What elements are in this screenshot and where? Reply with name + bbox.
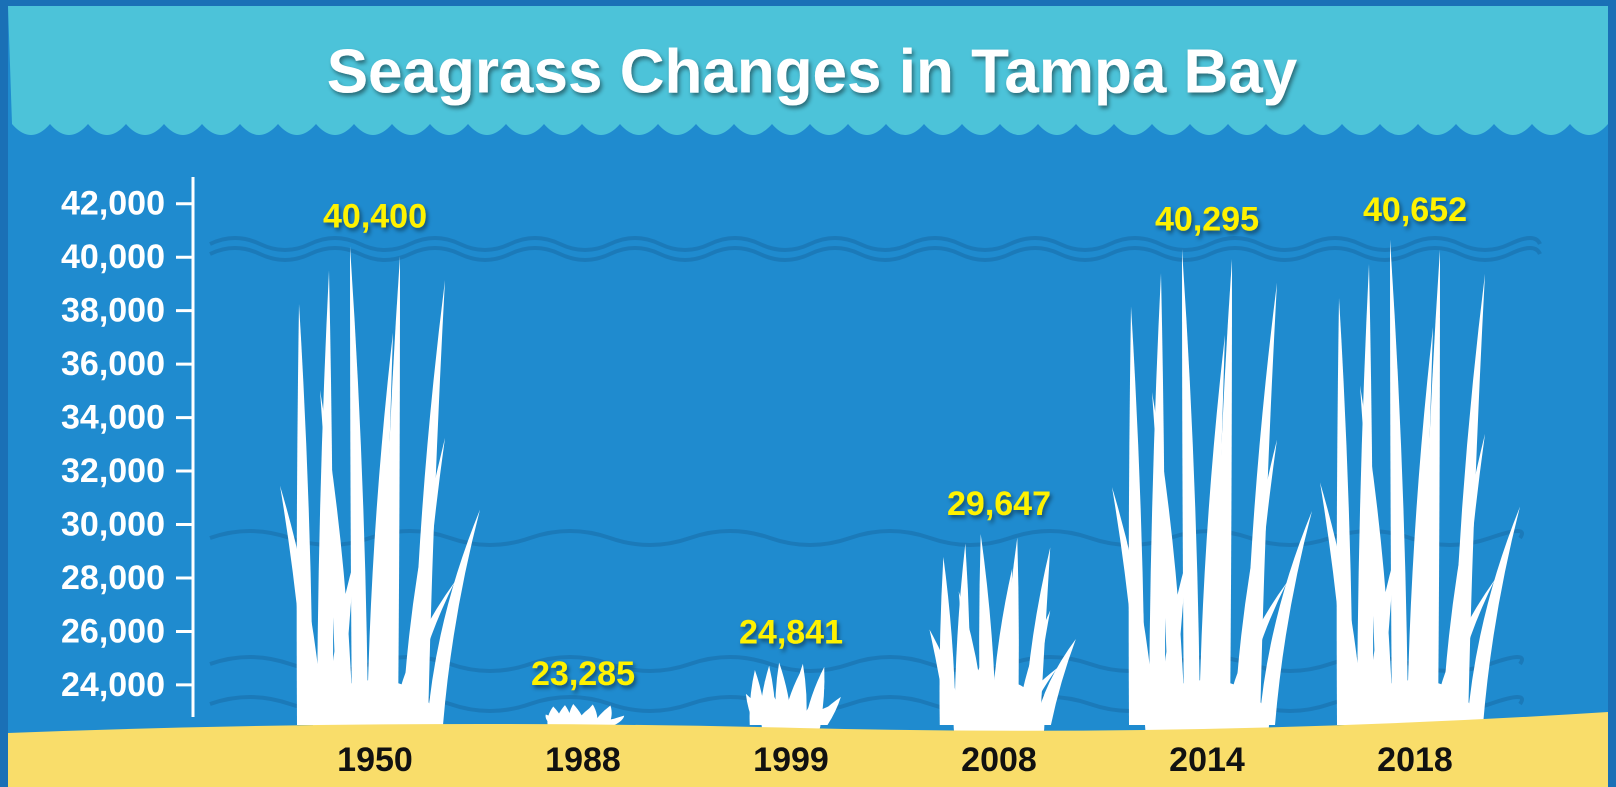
y-tick-label: 34,000 [61, 399, 165, 437]
value-label: 40,295 [1155, 200, 1259, 238]
value-label: 24,841 [739, 613, 843, 651]
y-tick-label: 36,000 [61, 345, 165, 383]
y-tick-label: 40,000 [61, 238, 165, 276]
x-tick-label: 1988 [545, 741, 621, 779]
value-label: 23,285 [531, 655, 635, 693]
value-label: 40,652 [1363, 191, 1467, 229]
value-label: 40,400 [323, 197, 427, 235]
y-tick-label: 42,000 [61, 185, 165, 223]
y-tick-label: 24,000 [61, 666, 165, 704]
value-label: 29,647 [947, 485, 1051, 523]
chart: Seagrass Changes in Tampa Bay 24,000 26,0… [0, 0, 1616, 787]
x-tick-label: 2008 [961, 741, 1037, 779]
x-tick-label: 1950 [337, 741, 413, 779]
y-tick-label: 28,000 [61, 559, 165, 597]
chart-title: Seagrass Changes in Tampa Bay [327, 37, 1298, 106]
y-tick-label: 32,000 [61, 452, 165, 490]
y-tick-label: 38,000 [61, 292, 165, 330]
x-tick-label: 1999 [753, 741, 829, 779]
y-tick-label: 30,000 [61, 506, 165, 544]
x-tick-label: 2014 [1169, 741, 1245, 779]
x-tick-label: 2018 [1377, 741, 1453, 779]
y-tick-label: 26,000 [61, 612, 165, 650]
